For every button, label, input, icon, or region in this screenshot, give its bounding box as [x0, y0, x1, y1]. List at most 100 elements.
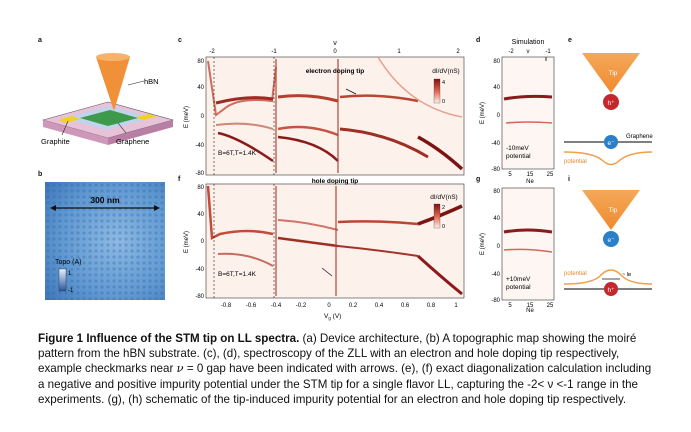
panel-c-ylabel: E (meV)	[184, 106, 190, 128]
panel-g-band-lower	[503, 248, 553, 253]
panel-e-tip-label: Tip	[609, 70, 618, 77]
panel-f-ytick: 80	[197, 185, 204, 191]
panel-g-xtick: 15	[527, 303, 534, 309]
panel-f-xtick: 0.6	[401, 303, 410, 309]
panel-label-f: f	[178, 176, 181, 183]
panel-f-colorbar-min: 0	[442, 224, 445, 230]
panel-e-schematic: Tip h⁺ e⁻ Graphene potential	[563, 53, 653, 166]
panel-d-nu: ν	[527, 49, 530, 55]
panel-f-ytick: 0	[201, 239, 205, 245]
panel-c-title: electron doping tip	[306, 68, 365, 75]
potential-well	[563, 151, 653, 166]
panel-d-xtick: 15	[527, 172, 534, 178]
device-schematic: hBN Graphite Graphene	[41, 53, 175, 146]
label-graphene: Graphene	[116, 137, 149, 146]
caption-eq: = 0	[183, 362, 204, 376]
panel-d-xtick: 5	[508, 172, 512, 178]
panel-c-top-tick: -2	[209, 49, 215, 55]
panel-f-ytick: -80	[195, 294, 204, 300]
panel-label-a: a	[38, 37, 42, 44]
panel-d-band-upper	[503, 94, 553, 101]
panel-c-top-tick: 2	[456, 49, 460, 55]
panel-g-xtick: 5	[508, 303, 512, 309]
panel-f-xtick: 0.8	[427, 303, 436, 309]
topo-colorbar-min: -1	[68, 288, 74, 294]
panel-f-xtick: 0	[327, 303, 331, 309]
panel-label-b: b	[38, 171, 43, 178]
topo-colorbar	[58, 268, 67, 292]
panel-f-xtick: -0.2	[296, 303, 307, 309]
panel-c-ytick: 80	[197, 59, 204, 65]
panel-f-map	[205, 183, 465, 299]
panel-d-potential-word: potential	[506, 153, 531, 160]
panel-d-xlabel: Ne	[526, 179, 534, 185]
panel-g-ytick: 80	[493, 189, 500, 195]
caption-nu: ν	[176, 361, 184, 376]
panel-d-ytick: 80	[493, 59, 500, 65]
stm-tip	[96, 57, 130, 111]
panel-i-arrow-label: ~ lʙ	[622, 272, 631, 278]
label-graphite: Graphite	[41, 137, 70, 146]
panel-d-ylabel: E (meV)	[480, 102, 486, 124]
caption-text-2: gap have been indicated with arrows. (e)…	[38, 362, 652, 406]
panel-f-ytick: -40	[195, 267, 204, 273]
panel-f-condition: B=6T,T=1.4K	[218, 271, 257, 278]
panel-f-xtick: 1	[454, 303, 458, 309]
panel-c-ytick: -80	[195, 171, 204, 177]
panel-f-ytick: 40	[197, 212, 204, 218]
panel-f-colorbar-max: 2	[442, 205, 445, 211]
figure-caption: Figure 1 Influence of the STM tip on LL …	[38, 331, 656, 407]
panel-c-colorbar-max: 4	[442, 80, 445, 86]
panel-e-hole-label: h⁺	[607, 100, 615, 107]
panel-i-electron-label: e⁻	[607, 237, 615, 244]
panel-g-xtick: 25	[547, 303, 554, 309]
panel-c-colorbar-min: 0	[442, 99, 445, 105]
electron-icon	[603, 231, 619, 247]
panel-g-ytick: -40	[491, 272, 500, 278]
panel-f-xtick: 0.2	[349, 303, 358, 309]
panel-g-map	[501, 187, 555, 301]
panel-f-xtick: -0.8	[221, 303, 232, 309]
tip-icon	[582, 190, 640, 230]
panel-label-d: d	[476, 37, 481, 44]
panel-label-g: g	[476, 176, 481, 183]
panel-label-e: e	[568, 37, 572, 44]
panel-d-ytick: 0	[497, 113, 501, 119]
panel-f-title: hole doping tip	[312, 178, 359, 185]
panel-c-colorbar	[433, 78, 441, 104]
caption-title: Figure 1 Influence of the STM tip on LL …	[38, 332, 300, 345]
graphene-layer	[80, 110, 138, 126]
panel-f-xtick: -0.6	[246, 303, 257, 309]
panel-f-bands	[206, 185, 463, 296]
panel-c-condition: B=6T,T=1.4K	[218, 150, 257, 157]
panel-d-top-tick: -1	[545, 49, 551, 55]
panel-d-ytick: -80	[491, 167, 500, 173]
panel-c-spectroscopy: ν -2 -1 0 1 2 E (meV) 80 40 0 -40 -80 el…	[184, 40, 465, 177]
electron-icon	[604, 135, 618, 149]
panel-d-title: Simulation	[512, 39, 545, 46]
panel-d-top-tick: -2	[508, 49, 514, 55]
panel-c-top-tick: 1	[397, 49, 401, 55]
tip-icon	[582, 53, 640, 93]
panel-g-band-upper	[503, 228, 553, 234]
panel-e-electron-label: e⁻	[607, 140, 615, 147]
panel-d-potential-value: -10meV	[506, 145, 529, 152]
panel-g-potential-word: potential	[506, 284, 531, 291]
hole-icon	[604, 282, 618, 296]
panel-g-ytick: 0	[497, 244, 501, 250]
panel-e-potential-label: potential	[564, 159, 587, 165]
tip-top	[96, 53, 130, 61]
panel-c-ytick: 0	[201, 114, 205, 120]
potential-bump	[563, 269, 653, 285]
panel-g-ylabel: E (meV)	[480, 233, 486, 255]
panel-i-hole-label: h⁺	[607, 287, 615, 294]
panel-g-xlabel: Ne	[526, 308, 534, 312]
panel-label-c: c	[178, 37, 182, 44]
panel-i-schematic: Tip e⁻ potential ~ lʙ h⁺	[563, 190, 653, 296]
panel-c-bands	[207, 56, 464, 173]
panel-e-graphene-label: Graphene	[626, 134, 653, 140]
contact-right	[136, 114, 156, 120]
label-hbn: hBN	[144, 77, 159, 86]
panel-c-top-tick: 0	[333, 49, 337, 55]
topo-colorbar-max: 1	[68, 271, 72, 277]
